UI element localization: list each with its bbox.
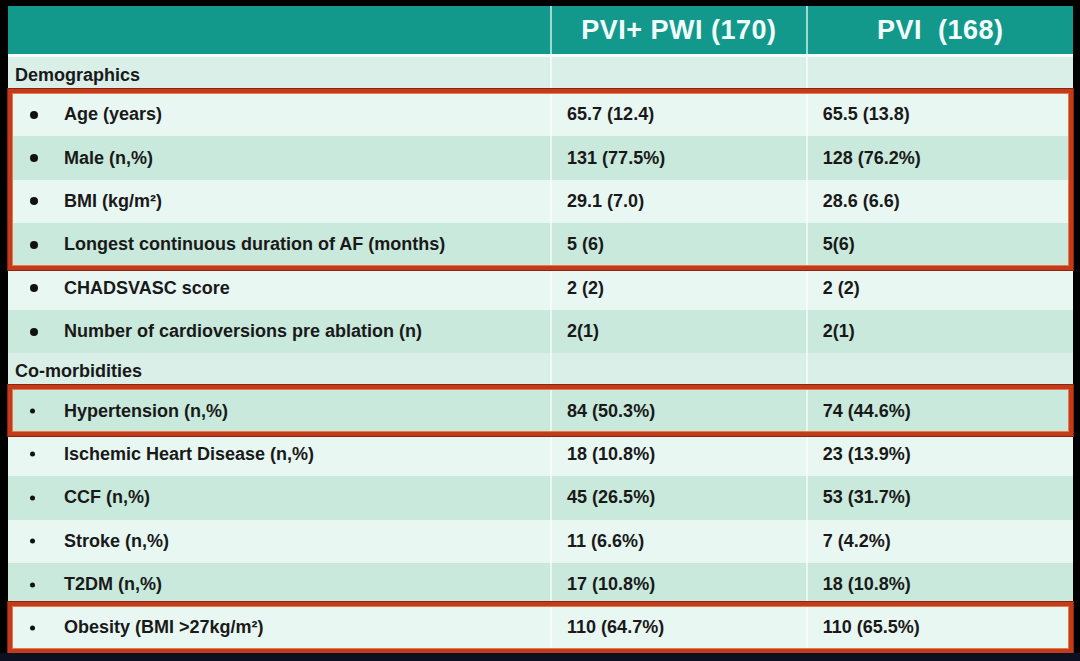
bottom-edge-strip bbox=[0, 653, 1080, 661]
value-cell-pvi: 2(1) bbox=[806, 310, 1073, 353]
section-label: Co-morbidities bbox=[15, 361, 142, 382]
row-label: Longest continuous duration of AF (month… bbox=[64, 234, 445, 255]
value-cell-pvi-pwi: 5 (6) bbox=[550, 223, 806, 266]
row-label-cell: BMI (kg/m²) bbox=[8, 180, 550, 223]
value-cell-pvi-pwi bbox=[550, 353, 806, 389]
value-cell-pvi-pwi: 84 (50.3%) bbox=[550, 389, 806, 432]
value-cell-pvi: 110 (65.5%) bbox=[806, 606, 1073, 649]
row-label-cell: Demographics bbox=[8, 57, 550, 93]
row-label: Ischemic Heart Disease (n,%) bbox=[64, 444, 314, 465]
bullet-icon bbox=[30, 495, 35, 500]
table-header-row: PVI+ PWI (170) PVI (168) bbox=[8, 6, 1073, 57]
section-label: Demographics bbox=[15, 65, 140, 86]
value-cell-pvi-pwi: 2(1) bbox=[550, 310, 806, 353]
row-label: CCF (n,%) bbox=[64, 487, 150, 508]
value-cell-pvi: 28.6 (6.6) bbox=[806, 180, 1073, 223]
value-cell-pvi-pwi: 45 (26.5%) bbox=[550, 476, 806, 519]
bullet-icon bbox=[30, 328, 38, 336]
row-label-cell: CHADSVASC score bbox=[8, 267, 550, 310]
value-cell-pvi: 2 (2) bbox=[806, 267, 1073, 310]
bullet-icon bbox=[30, 625, 35, 630]
value-cell-pvi-pwi: 2 (2) bbox=[550, 267, 806, 310]
slide-background: { "slide": { "description": "Baseline ch… bbox=[0, 0, 1080, 661]
row-label: Number of cardioversions pre ablation (n… bbox=[64, 321, 422, 342]
table-row: Male (n,%) 131 (77.5%)128 (76.2%) bbox=[8, 136, 1073, 179]
value-cell-pvi-pwi: 11 (6.6%) bbox=[550, 520, 806, 563]
row-label-cell: T2DM (n,%) bbox=[8, 563, 550, 606]
bullet-icon bbox=[30, 539, 35, 544]
row-label: CHADSVASC score bbox=[64, 278, 230, 299]
table-row: Hypertension (n,%) 84 (50.3%)74 (44.6%) bbox=[8, 389, 1073, 432]
row-label: Age (years) bbox=[64, 104, 162, 125]
row-label: BMI (kg/m²) bbox=[64, 191, 162, 212]
table-row: BMI (kg/m²) 29.1 (7.0)28.6 (6.6) bbox=[8, 180, 1073, 223]
row-label-cell: Co-morbidities bbox=[8, 353, 550, 389]
value-cell-pvi: 128 (76.2%) bbox=[806, 136, 1073, 179]
table-row: Number of cardioversions pre ablation (n… bbox=[8, 310, 1073, 353]
value-cell-pvi: 74 (44.6%) bbox=[806, 389, 1073, 432]
row-label-cell: Stroke (n,%) bbox=[8, 520, 550, 563]
value-cell-pvi bbox=[806, 353, 1073, 389]
slide-table: PVI+ PWI (170) PVI (168) Demographics Age… bbox=[8, 6, 1073, 653]
value-cell-pvi: 53 (31.7%) bbox=[806, 476, 1073, 519]
bullet-icon bbox=[30, 452, 35, 457]
row-label-cell: Obesity (BMI >27kg/m²) bbox=[8, 606, 550, 649]
table-row: Obesity (BMI >27kg/m²) 110 (64.7%)110 (65… bbox=[8, 606, 1073, 649]
bullet-icon bbox=[30, 111, 38, 119]
bullet-icon bbox=[30, 582, 35, 587]
table-row: T2DM (n,%) 17 (10.8%)18 (10.8%) bbox=[8, 563, 1073, 606]
value-cell-pvi-pwi bbox=[550, 57, 806, 93]
column-header-empty bbox=[8, 6, 550, 54]
row-label: T2DM (n,%) bbox=[64, 574, 162, 595]
value-cell-pvi-pwi: 131 (77.5%) bbox=[550, 136, 806, 179]
row-label-cell: Hypertension (n,%) bbox=[8, 389, 550, 432]
value-cell-pvi-pwi: 17 (10.8%) bbox=[550, 563, 806, 606]
value-cell-pvi: 18 (10.8%) bbox=[806, 563, 1073, 606]
bullet-icon bbox=[30, 284, 38, 292]
table-row: Demographics bbox=[8, 57, 1073, 93]
table-row: Co-morbidities bbox=[8, 353, 1073, 389]
bullet-icon bbox=[30, 409, 35, 414]
row-label-cell: Male (n,%) bbox=[8, 136, 550, 179]
table-row: Ischemic Heart Disease (n,%) 18 (10.8%)23… bbox=[8, 433, 1073, 476]
value-cell-pvi: 5(6) bbox=[806, 223, 1073, 266]
table-row: CCF (n,%) 45 (26.5%)53 (31.7%) bbox=[8, 476, 1073, 519]
table-row: Longest continuous duration of AF (month… bbox=[8, 223, 1073, 266]
table-row: Stroke (n,%) 11 (6.6%)7 (4.2%) bbox=[8, 520, 1073, 563]
row-label-cell: Ischemic Heart Disease (n,%) bbox=[8, 433, 550, 476]
bullet-icon bbox=[30, 154, 38, 162]
table-body: Demographics Age (years) 65.7 (12.4)65.5 (… bbox=[8, 57, 1073, 650]
value-cell-pvi-pwi: 65.7 (12.4) bbox=[550, 93, 806, 136]
value-cell-pvi: 65.5 (13.8) bbox=[806, 93, 1073, 136]
row-label: Hypertension (n,%) bbox=[64, 401, 228, 422]
value-cell-pvi: 7 (4.2%) bbox=[806, 520, 1073, 563]
value-cell-pvi-pwi: 110 (64.7%) bbox=[550, 606, 806, 649]
column-header-pvi: PVI (168) bbox=[806, 6, 1073, 54]
column-header-pvi-pwi: PVI+ PWI (170) bbox=[550, 6, 806, 54]
bullet-icon bbox=[30, 241, 38, 249]
row-label: Obesity (BMI >27kg/m²) bbox=[64, 617, 264, 638]
value-cell-pvi-pwi: 29.1 (7.0) bbox=[550, 180, 806, 223]
table-row: CHADSVASC score 2 (2)2 (2) bbox=[8, 267, 1073, 310]
bullet-icon bbox=[30, 197, 38, 205]
row-label: Male (n,%) bbox=[64, 148, 153, 169]
row-label-cell: Number of cardioversions pre ablation (n… bbox=[8, 310, 550, 353]
row-label-cell: Longest continuous duration of AF (month… bbox=[8, 223, 550, 266]
value-cell-pvi bbox=[806, 57, 1073, 93]
value-cell-pvi-pwi: 18 (10.8%) bbox=[550, 433, 806, 476]
row-label-cell: CCF (n,%) bbox=[8, 476, 550, 519]
row-label-cell: Age (years) bbox=[8, 93, 550, 136]
row-label: Stroke (n,%) bbox=[64, 531, 169, 552]
table-row: Age (years) 65.7 (12.4)65.5 (13.8) bbox=[8, 93, 1073, 136]
value-cell-pvi: 23 (13.9%) bbox=[806, 433, 1073, 476]
